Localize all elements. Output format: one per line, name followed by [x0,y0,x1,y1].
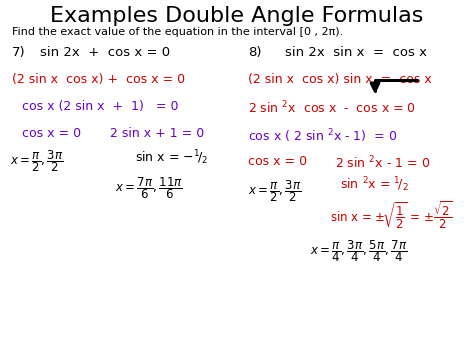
Text: $x = \dfrac{7\pi}{6}, \dfrac{11\pi}{6}$: $x = \dfrac{7\pi}{6}, \dfrac{11\pi}{6}$ [115,175,183,201]
Text: sin x = $\pm\!\sqrt{\dfrac{1}{2}}$ = $\pm\dfrac{\sqrt{2}}{2}$: sin x = $\pm\!\sqrt{\dfrac{1}{2}}$ = $\p… [330,200,452,231]
Text: Examples Double Angle Formulas: Examples Double Angle Formulas [50,6,424,26]
Text: 2 sin $^2$x  cos x  -  cos x = 0: 2 sin $^2$x cos x - cos x = 0 [248,100,416,116]
Text: cos x = 0: cos x = 0 [22,127,81,140]
Text: cos x = 0: cos x = 0 [248,155,307,168]
Text: cos x ( 2 sin $^2$x - 1)  = 0: cos x ( 2 sin $^2$x - 1) = 0 [248,127,397,144]
Text: 7): 7) [12,46,26,59]
Text: $x = \dfrac{\pi}{2}, \dfrac{3\pi}{2}$: $x = \dfrac{\pi}{2}, \dfrac{3\pi}{2}$ [10,148,64,174]
Text: sin $^2$x = $^1\!/_2$: sin $^2$x = $^1\!/_2$ [340,175,409,194]
Text: 8): 8) [248,46,262,59]
Text: $x = \dfrac{\pi}{2}, \dfrac{3\pi}{2}$: $x = \dfrac{\pi}{2}, \dfrac{3\pi}{2}$ [248,178,301,204]
Text: 2 sin $^2$x - 1 = 0: 2 sin $^2$x - 1 = 0 [335,155,430,171]
Text: sin 2x  +  cos x = 0: sin 2x + cos x = 0 [40,46,170,59]
Text: $x = \dfrac{\pi}{4}, \dfrac{3\pi}{4}, \dfrac{5\pi}{4}, \dfrac{7\pi}{4}$: $x = \dfrac{\pi}{4}, \dfrac{3\pi}{4}, \d… [310,238,408,264]
Text: 2 sin x + 1 = 0: 2 sin x + 1 = 0 [110,127,204,140]
Text: Find the exact value of the equation in the interval [0 , 2π).: Find the exact value of the equation in … [12,27,343,37]
Text: (2 sin x  cos x) sin x  =  cos x: (2 sin x cos x) sin x = cos x [248,73,432,86]
Text: cos x (2 sin x  +  1)   = 0: cos x (2 sin x + 1) = 0 [22,100,179,113]
Text: (2 sin x  cos x) +  cos x = 0: (2 sin x cos x) + cos x = 0 [12,73,185,86]
Text: sin 2x  sin x  =  cos x: sin 2x sin x = cos x [285,46,427,59]
Text: sin x = $-^1\!/_2$: sin x = $-^1\!/_2$ [135,148,208,167]
